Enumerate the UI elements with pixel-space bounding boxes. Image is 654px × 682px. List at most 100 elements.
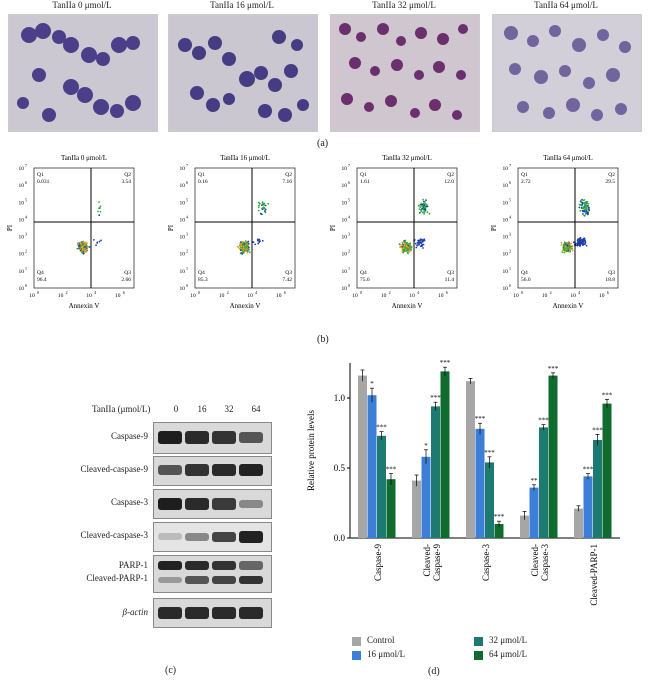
flow-dot (78, 247, 80, 249)
flow-dot (565, 247, 568, 250)
legend-swatch-32 (474, 637, 483, 646)
flow-dot (420, 242, 423, 244)
flow-dot (409, 244, 411, 247)
flow-dot (425, 199, 427, 202)
flow-dot (418, 241, 421, 244)
flow-ytick-0-4: 10 (19, 217, 25, 223)
flow-ytick-3-6: 10 (503, 183, 509, 189)
flow-dot (80, 246, 83, 249)
wb-label-cleaved-caspase-3: Cleaved-caspase-3 (80, 530, 148, 540)
flow-dot (415, 246, 418, 249)
flow-dot (80, 245, 82, 247)
flow-xlabel-1: Annexin V (230, 302, 261, 310)
flow-xtick-exp-2-3: 6 (446, 290, 448, 295)
wb-label-caspase-9: Caspase-9 (111, 431, 148, 441)
flow-ytick-exp-0-4: 4 (25, 214, 27, 219)
flow-dot (258, 238, 261, 241)
flow-dot (585, 210, 588, 213)
flow-quadrant-value-1-3: 7.42 (282, 277, 292, 283)
flow-ytick-1-4: 10 (180, 217, 186, 223)
flow-dot (409, 242, 411, 244)
bar-3-2 (539, 427, 548, 538)
flow-dot (584, 202, 586, 205)
flow-xtick-3-0: 10 (513, 293, 519, 299)
flow-dot (569, 250, 571, 253)
flow-dot (404, 246, 407, 248)
flow-ytick-exp-2-6: 6 (348, 180, 350, 185)
flow-dot (85, 243, 88, 246)
flow-dot (244, 241, 247, 244)
flow-dot (582, 199, 584, 202)
flow-ytick-exp-1-7: 7 (186, 163, 188, 168)
flow-dot (579, 210, 582, 212)
flow-dot (423, 213, 425, 215)
flow-dot (422, 247, 424, 249)
flow-dot (563, 251, 566, 253)
flow-dot (418, 204, 420, 207)
flow-xtick-0-3: 10 (115, 293, 121, 299)
flow-dot (582, 238, 585, 240)
flow-ytick-exp-0-6: 6 (25, 180, 27, 185)
flow-dot (578, 237, 581, 240)
flow-xtick-exp-0-3: 6 (123, 290, 125, 295)
flow-dot (242, 247, 245, 250)
flow-dot (422, 208, 425, 211)
flow-quadrant-name-2-0: Q1 (360, 172, 367, 178)
flow-dot (422, 239, 425, 242)
flow-dot (421, 211, 424, 214)
flow-quadrant-value-1-0: 0.16 (198, 179, 208, 185)
flow-dot (579, 241, 582, 244)
bar-0-2 (377, 435, 386, 538)
flow-dot (406, 252, 409, 254)
flow-ytick-1-2: 10 (180, 252, 186, 258)
flow-dot (86, 242, 88, 245)
flow-quadrant-value-0-2: 96.4 (37, 277, 47, 283)
flow-dot (258, 241, 261, 244)
flow-dot (419, 211, 421, 214)
x-label-0-0: Caspase-9 (373, 544, 383, 581)
flow-dot (263, 207, 266, 209)
flow-quadrant-name-3-0: Q1 (521, 172, 528, 178)
flow-plot-2: TanIIa 32 μmol/L100101102103104105106107… (329, 154, 458, 310)
flow-ytick-2-0: 10 (342, 286, 348, 292)
sig-2-2: *** (484, 449, 495, 457)
flow-ytick-exp-2-0: 0 (348, 283, 350, 288)
flow-quadrant-name-0-0: Q1 (37, 172, 44, 178)
wb-strip-caspase-3 (153, 489, 272, 519)
flow-dot (418, 208, 421, 210)
flow-frame-0 (33, 167, 135, 289)
flow-dot (407, 243, 410, 246)
bar-2-3 (494, 524, 504, 538)
flow-dot (398, 243, 401, 245)
flow-ylabel-1: PI (167, 224, 175, 231)
flow-dot (401, 244, 404, 247)
flow-dot (261, 201, 264, 204)
flow-dot (84, 247, 86, 250)
legend-label-control: Control (367, 635, 395, 645)
flow-dot (581, 209, 584, 212)
flow-dot (236, 245, 239, 248)
flow-dot (240, 252, 243, 254)
flow-dot (428, 212, 431, 215)
bar-3-1 (529, 487, 539, 538)
sig-3-2: *** (538, 417, 549, 425)
flow-dot (424, 209, 427, 211)
bar-3-3 (548, 375, 558, 538)
y-tick-label-2: 1.0 (334, 393, 346, 403)
flow-dot (86, 246, 89, 249)
flow-dot (572, 241, 575, 244)
flow-dot (585, 204, 587, 207)
flow-xtick-exp-2-2: 4 (417, 290, 419, 295)
flow-dot (579, 245, 581, 247)
flow-dot (588, 208, 590, 211)
flow-dot (80, 243, 83, 246)
flow-xtick-exp-3-1: 2 (550, 290, 552, 295)
wb-label-beta-actin: β-actin (122, 607, 148, 617)
flow-dot (85, 248, 88, 251)
flow-ytick-3-1: 10 (503, 269, 509, 275)
flow-dot (401, 242, 404, 244)
flow-xtick-2-0: 10 (352, 293, 358, 299)
flow-quadrant-name-1-3: Q3 (285, 270, 292, 276)
flow-dot (99, 205, 102, 208)
flow-dot (420, 204, 423, 207)
